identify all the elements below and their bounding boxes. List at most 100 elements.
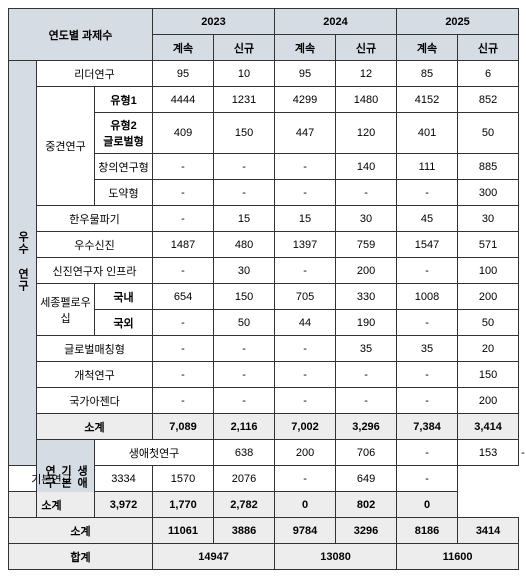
cell: - (214, 154, 275, 180)
cell: 3414 (458, 518, 519, 544)
cell: 447 (275, 113, 336, 154)
cell: - (397, 466, 458, 492)
row-leap-label: 도약형 (95, 180, 153, 206)
cell: 654 (153, 284, 214, 310)
row-sub1-label: 소계 (37, 414, 153, 440)
cell: - (275, 154, 336, 180)
cell: 706 (336, 440, 397, 466)
cell: 44 (275, 310, 336, 336)
cell: 1547 (397, 232, 458, 258)
header-title: 연도별 과제수 (9, 9, 153, 61)
cell: - (153, 362, 214, 388)
header-2025: 2025 (397, 9, 519, 35)
cell: 15 (275, 206, 336, 232)
cell: 111 (397, 154, 458, 180)
cell: 200 (458, 388, 519, 414)
cell: - (275, 336, 336, 362)
row-type2-label: 유형2 글로벌형 (95, 113, 153, 154)
cell: 3334 (95, 466, 153, 492)
cell: 3296 (336, 518, 397, 544)
cell: 11600 (397, 544, 519, 570)
cell: 120 (336, 113, 397, 154)
cell: - (214, 388, 275, 414)
cell: 150 (214, 113, 275, 154)
cell: 50 (458, 310, 519, 336)
header-2023: 2023 (153, 9, 275, 35)
row-first-label: 생애첫연구 (95, 440, 214, 466)
header-cont: 계속 (275, 35, 336, 61)
cell: - (275, 466, 336, 492)
cell: 85 (397, 61, 458, 87)
cell: 885 (458, 154, 519, 180)
cell: - (214, 180, 275, 206)
cell: 1008 (397, 284, 458, 310)
cell: 30 (214, 258, 275, 284)
cell: 7,002 (275, 414, 336, 440)
cell: - (214, 362, 275, 388)
cell: 200 (275, 440, 336, 466)
cell: 0 (397, 492, 458, 518)
cell: - (336, 180, 397, 206)
cell: 4152 (397, 87, 458, 113)
cell: - (153, 388, 214, 414)
cell: - (153, 336, 214, 362)
header-cont: 계속 (153, 35, 214, 61)
cell: 140 (336, 154, 397, 180)
cell: 7,384 (397, 414, 458, 440)
cell: - (275, 388, 336, 414)
cell: 300 (458, 180, 519, 206)
cell: 759 (336, 232, 397, 258)
row-sub3-label: 소계 (9, 518, 153, 544)
cell: - (153, 258, 214, 284)
cell: - (397, 388, 458, 414)
row-hanwoo-label: 한우물파기 (37, 206, 153, 232)
cell: - (397, 180, 458, 206)
cell: 200 (458, 284, 519, 310)
cell: 45 (397, 206, 458, 232)
cell: 1231 (214, 87, 275, 113)
cell: - (153, 154, 214, 180)
cell: 1480 (336, 87, 397, 113)
cell: 100 (458, 258, 519, 284)
cell: 330 (336, 284, 397, 310)
cell: - (397, 440, 458, 466)
row-agenda-label: 국가아젠다 (37, 388, 153, 414)
row-sub2-label: 소계 (9, 492, 95, 518)
row-dom-label: 국내 (95, 284, 153, 310)
cell: - (397, 258, 458, 284)
cell: 4444 (153, 87, 214, 113)
cell: 150 (458, 362, 519, 388)
cell: 30 (336, 206, 397, 232)
header-new: 신규 (214, 35, 275, 61)
row-infra-label: 신진연구자 인프라 (37, 258, 153, 284)
cell: - (275, 362, 336, 388)
cell: 571 (458, 232, 519, 258)
row-leader-label: 리더연구 (37, 61, 153, 87)
cell: 95 (275, 61, 336, 87)
cell: 649 (336, 466, 397, 492)
row-type1-label: 유형1 (95, 87, 153, 113)
cell: 1397 (275, 232, 336, 258)
cell: 150 (214, 284, 275, 310)
cell: 1570 (153, 466, 214, 492)
cell: 50 (458, 113, 519, 154)
cell: 705 (275, 284, 336, 310)
cell: 11061 (153, 518, 214, 544)
cell: 2,782 (214, 492, 275, 518)
cell: 7,089 (153, 414, 214, 440)
row-pioneer-label: 개척연구 (37, 362, 153, 388)
cell: - (275, 180, 336, 206)
cell: 2,116 (214, 414, 275, 440)
cell: 3,296 (336, 414, 397, 440)
cell: 3,414 (458, 414, 519, 440)
header-2024: 2024 (275, 9, 397, 35)
project-count-table: 연도별 과제수 2023 2024 2025 계속 신규 계속 신규 계속 신규… (8, 8, 519, 570)
header-new: 신규 (458, 35, 519, 61)
row-intl-label: 국외 (95, 310, 153, 336)
cell: 3886 (214, 518, 275, 544)
header-new: 신규 (336, 35, 397, 61)
cell: 200 (336, 258, 397, 284)
cell: - (275, 258, 336, 284)
cell: - (153, 180, 214, 206)
cell: 638 (214, 440, 275, 466)
